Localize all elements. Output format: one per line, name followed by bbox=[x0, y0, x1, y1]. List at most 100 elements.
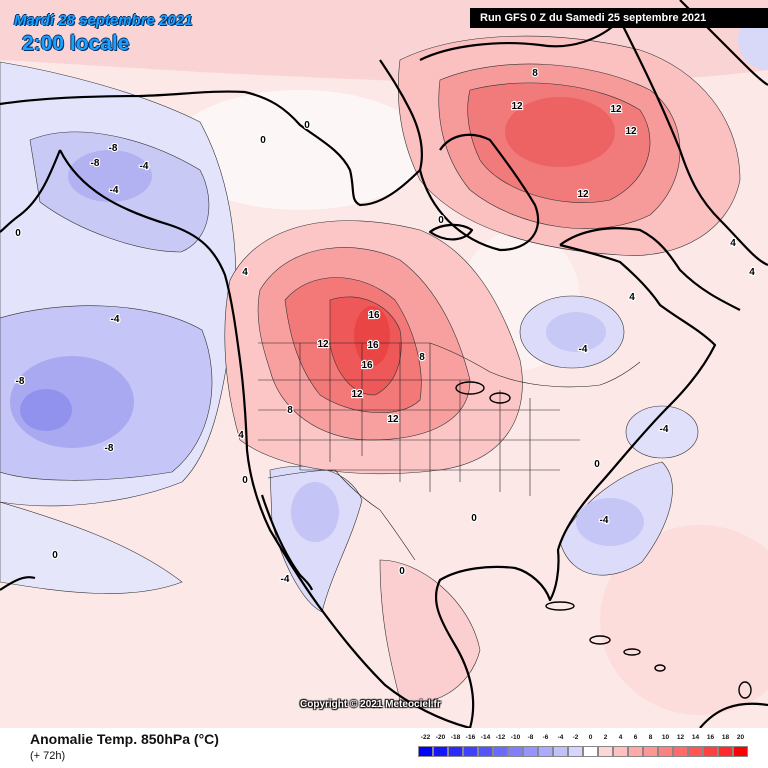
contour-label: 0 bbox=[438, 215, 444, 226]
legend-swatch bbox=[523, 746, 538, 757]
coastline bbox=[0, 576, 36, 591]
island-outline bbox=[654, 664, 666, 672]
legend-swatch bbox=[433, 746, 448, 757]
coastline bbox=[244, 59, 424, 207]
legend-swatch bbox=[703, 746, 718, 757]
map-title: Anomalie Temp. 850hPa (°C) bbox=[30, 731, 219, 747]
warm-anomaly-core bbox=[505, 97, 615, 167]
legend-swatch bbox=[418, 746, 433, 757]
contour-label: 0 bbox=[399, 566, 405, 577]
cold-anomaly-core bbox=[576, 498, 644, 546]
legend-label: 10 bbox=[661, 734, 670, 741]
forecast-local-time: 2:00 locale bbox=[22, 32, 130, 55]
contour-label: 0 bbox=[15, 228, 21, 239]
island-outline bbox=[738, 681, 752, 699]
contour-label: -4 bbox=[281, 574, 290, 585]
coastline bbox=[435, 243, 717, 728]
legend-label: 2 bbox=[603, 734, 608, 741]
cold-anomaly-core bbox=[20, 389, 72, 431]
coastline bbox=[418, 133, 540, 252]
contour-label: -4 bbox=[140, 161, 149, 172]
contour-label: 4 bbox=[730, 238, 736, 249]
legend-label: 0 bbox=[588, 734, 593, 741]
cold-anomaly-area bbox=[625, 405, 699, 459]
legend-label: 20 bbox=[736, 734, 745, 741]
contour-label: -4 bbox=[660, 424, 669, 435]
island-outline bbox=[623, 648, 641, 656]
legend-label: 4 bbox=[618, 734, 623, 741]
forecast-date: Mardi 28 septembre 2021 bbox=[14, 12, 193, 29]
contour-label: 16 bbox=[361, 360, 373, 371]
legend-swatch bbox=[553, 746, 568, 757]
warm-anomaly-core bbox=[354, 306, 390, 366]
legend-swatch bbox=[688, 746, 703, 757]
coastline bbox=[619, 19, 768, 267]
contour-label: -4 bbox=[110, 185, 119, 196]
contour-label: 8 bbox=[532, 68, 538, 79]
lake-outline bbox=[455, 381, 485, 395]
contour-label: 12 bbox=[387, 414, 399, 425]
legend-label: -4 bbox=[557, 734, 564, 741]
coastline bbox=[0, 90, 246, 106]
coastlines bbox=[0, 0, 768, 728]
contour-label: -4 bbox=[111, 314, 120, 325]
contour-label: 4 bbox=[629, 292, 635, 303]
islands bbox=[455, 381, 752, 699]
legend-label: -18 bbox=[450, 734, 461, 741]
legend-swatch bbox=[508, 746, 523, 757]
legend-label: 16 bbox=[706, 734, 715, 741]
state-borders bbox=[258, 342, 641, 561]
coastline bbox=[0, 149, 62, 233]
coastline bbox=[699, 702, 768, 728]
legend-swatch bbox=[718, 746, 733, 757]
legend-swatch bbox=[733, 746, 748, 757]
legend-swatch bbox=[673, 746, 688, 757]
island-outline bbox=[589, 635, 611, 645]
lead-time: (+ 72h) bbox=[30, 750, 66, 762]
legend-swatch bbox=[538, 746, 553, 757]
legend-swatch bbox=[448, 746, 463, 757]
contour-label: 4 bbox=[749, 267, 755, 278]
contour-label: 4 bbox=[238, 430, 244, 441]
contour-label: 16 bbox=[368, 310, 380, 321]
legend-swatch bbox=[613, 746, 628, 757]
contour-label: 12 bbox=[317, 339, 329, 350]
legend-label: 14 bbox=[691, 734, 700, 741]
legend-label: -16 bbox=[465, 734, 476, 741]
warm-anomaly-area bbox=[379, 559, 481, 703]
color-scale-legend: -22 -20 -18 -16 -14 -12 -10 -8 -6 -4 -2 0 2 4 6 8 10 12 14… bbox=[418, 733, 748, 759]
copyright-notice: Copyright © 2021 Meteociel.fr bbox=[300, 699, 441, 710]
legend-label: -14 bbox=[480, 734, 491, 741]
legend-label: 12 bbox=[676, 734, 685, 741]
border-line bbox=[267, 469, 416, 561]
contour-label: 12 bbox=[577, 189, 589, 200]
contour-label: 0 bbox=[260, 135, 266, 146]
cold-anomaly-core bbox=[546, 312, 606, 352]
coastline bbox=[59, 149, 471, 728]
legend-swatch bbox=[628, 746, 643, 757]
contour-label: -4 bbox=[579, 344, 588, 355]
contour-label: -8 bbox=[16, 376, 25, 387]
coastline bbox=[559, 227, 741, 311]
contour-label: 0 bbox=[594, 459, 600, 470]
contour-label: -4 bbox=[600, 515, 609, 526]
contour-label: 12 bbox=[610, 104, 622, 115]
legend-label: -8 bbox=[527, 734, 534, 741]
legend-swatch bbox=[598, 746, 613, 757]
contour-label: 0 bbox=[471, 513, 477, 524]
contour-label: 12 bbox=[511, 101, 523, 112]
cold-anomaly-area bbox=[0, 501, 183, 594]
legend-label: -20 bbox=[435, 734, 446, 741]
contour-label: -8 bbox=[105, 443, 114, 454]
contour-label: 12 bbox=[351, 389, 363, 400]
cold-anomaly-core bbox=[68, 150, 152, 202]
contour-label: -8 bbox=[91, 158, 100, 169]
legend-swatch bbox=[493, 746, 508, 757]
cold-anomaly-core bbox=[291, 482, 339, 542]
legend-label: -6 bbox=[542, 734, 549, 741]
legend-swatch bbox=[463, 746, 478, 757]
model-run-banner: Run GFS 0 Z du Samedi 25 septembre 2021 bbox=[470, 8, 768, 28]
